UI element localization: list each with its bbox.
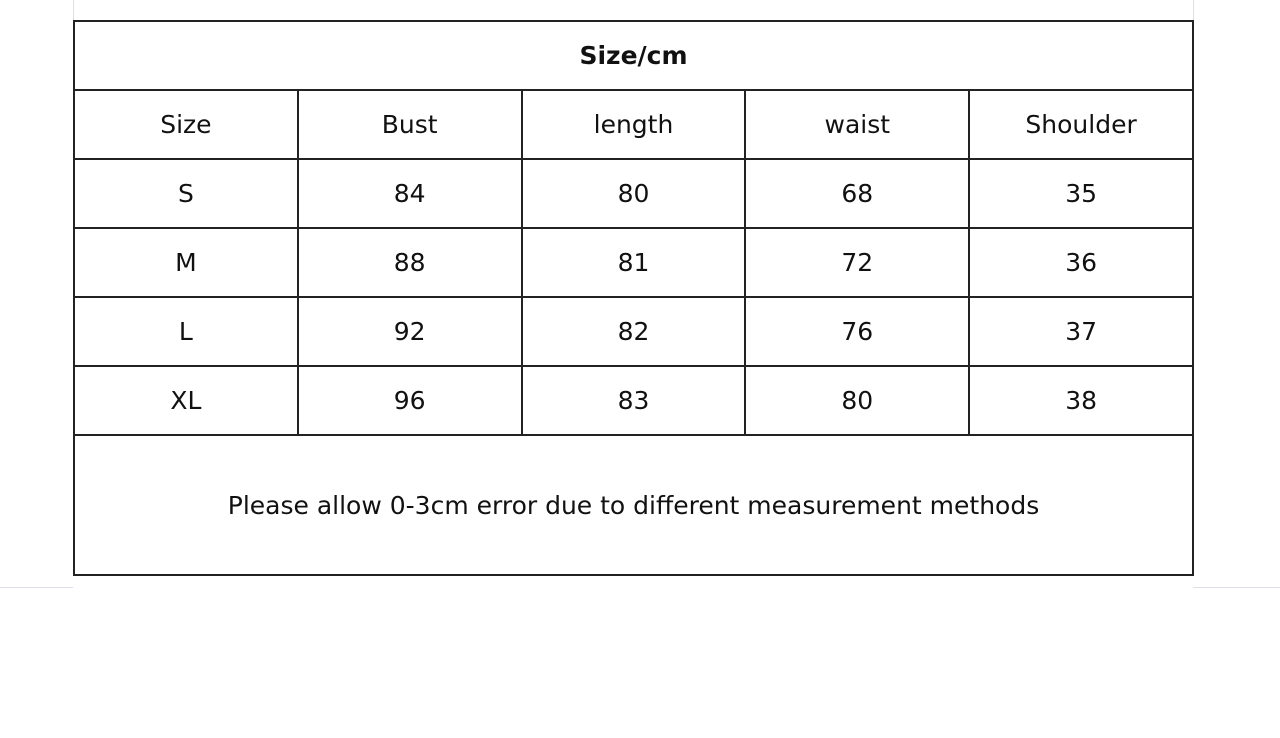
table-row: XL 96 83 80 38 (73, 365, 1194, 436)
title-row: Size/cm (73, 20, 1194, 91)
table-cell: 72 (744, 227, 971, 298)
table-cell: 80 (744, 365, 971, 436)
table-cell: 82 (520, 296, 747, 367)
header-row: Size Bust length waist Shoulder (73, 89, 1194, 160)
table-cell: 38 (968, 365, 1194, 436)
header-cell: Shoulder (968, 89, 1194, 160)
table-title: Size/cm (73, 20, 1194, 91)
page-guide-right (1193, 0, 1194, 21)
table-cell: 68 (744, 158, 971, 229)
size-chart-table: Size/cm Size Bust length waist Shoulder … (73, 20, 1194, 576)
page-guide-bottom-right (1193, 587, 1280, 588)
header-cell: waist (744, 89, 971, 160)
table-cell: S (73, 158, 299, 229)
table-row: L 92 82 76 37 (73, 296, 1194, 367)
header-cell: Bust (296, 89, 523, 160)
note-row: Please allow 0-3cm error due to differen… (73, 434, 1194, 576)
table-cell: 37 (968, 296, 1194, 367)
measurement-note: Please allow 0-3cm error due to differen… (73, 434, 1194, 576)
table-cell: 88 (296, 227, 523, 298)
table-cell: 36 (968, 227, 1194, 298)
table-cell: L (73, 296, 299, 367)
header-cell: length (520, 89, 747, 160)
table-cell: M (73, 227, 299, 298)
table-cell: 35 (968, 158, 1194, 229)
table-cell: 80 (520, 158, 747, 229)
table-cell: 92 (296, 296, 523, 367)
table-cell: 76 (744, 296, 971, 367)
table-cell: 84 (296, 158, 523, 229)
table-cell: 81 (520, 227, 747, 298)
page-guide-left (73, 0, 74, 21)
table-cell: XL (73, 365, 299, 436)
header-cell: Size (73, 89, 299, 160)
table-cell: 96 (296, 365, 523, 436)
page-guide-bottom-left (0, 587, 73, 588)
table-cell: 83 (520, 365, 747, 436)
table-row: M 88 81 72 36 (73, 227, 1194, 298)
table-row: S 84 80 68 35 (73, 158, 1194, 229)
